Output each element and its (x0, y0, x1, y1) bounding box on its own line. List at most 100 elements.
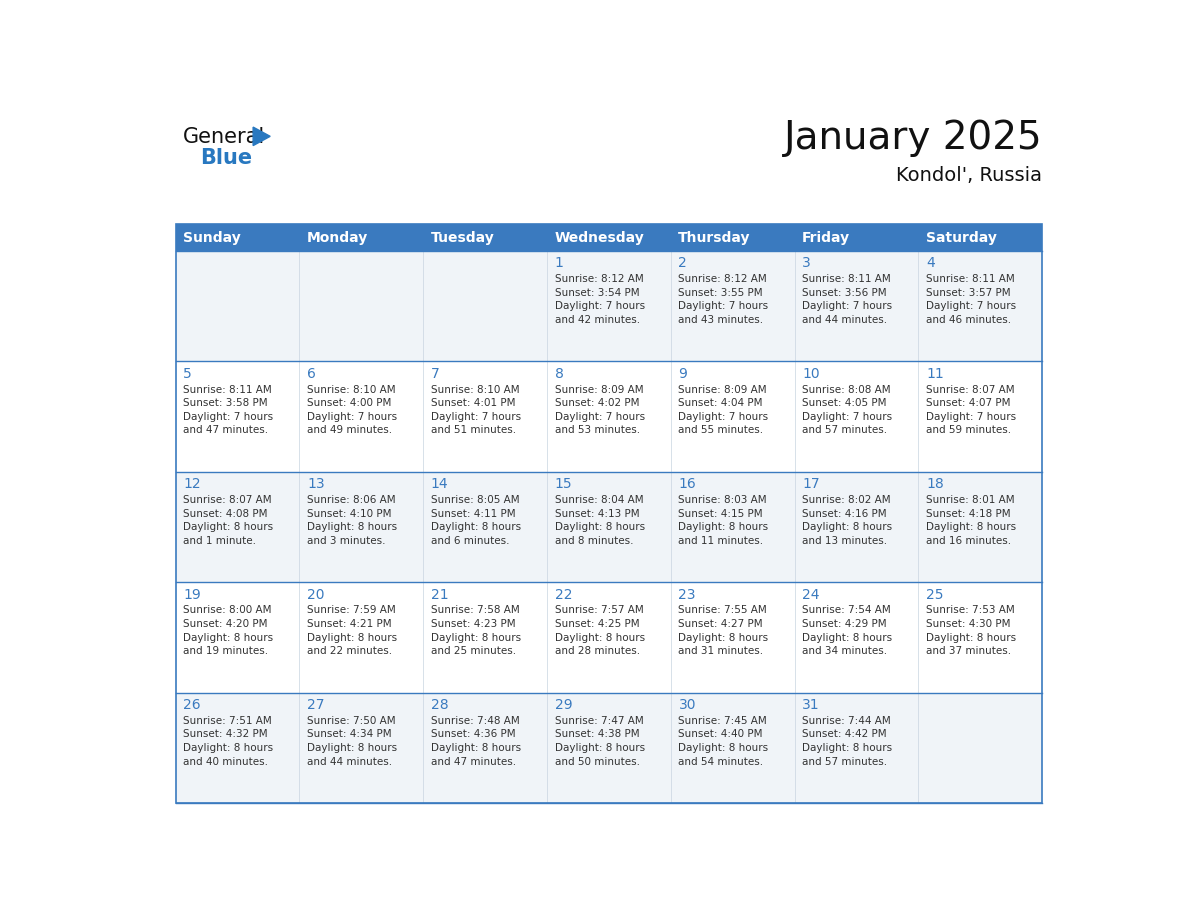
Bar (546, 693, 671, 803)
Text: 19: 19 (183, 588, 201, 601)
Bar (671, 582, 795, 693)
Bar (176, 251, 299, 362)
Text: Blue: Blue (201, 148, 253, 168)
Text: 2: 2 (678, 256, 687, 271)
Text: Saturday: Saturday (925, 230, 997, 244)
Text: Sunrise: 8:10 AM
Sunset: 4:01 PM
Daylight: 7 hours
and 51 minutes.: Sunrise: 8:10 AM Sunset: 4:01 PM Dayligh… (431, 385, 522, 435)
Text: Tuesday: Tuesday (430, 230, 494, 244)
Bar (546, 362, 671, 472)
Text: Sunrise: 8:08 AM
Sunset: 4:05 PM
Daylight: 7 hours
and 57 minutes.: Sunrise: 8:08 AM Sunset: 4:05 PM Dayligh… (802, 385, 892, 435)
Bar (423, 582, 546, 693)
Text: 29: 29 (555, 698, 573, 712)
Bar (918, 693, 1042, 803)
Bar (546, 582, 671, 693)
Text: Sunrise: 7:59 AM
Sunset: 4:21 PM
Daylight: 8 hours
and 22 minutes.: Sunrise: 7:59 AM Sunset: 4:21 PM Dayligh… (308, 606, 397, 656)
Bar (795, 224, 918, 251)
Bar (671, 362, 795, 472)
Text: 15: 15 (555, 477, 573, 491)
Text: Sunrise: 8:11 AM
Sunset: 3:57 PM
Daylight: 7 hours
and 46 minutes.: Sunrise: 8:11 AM Sunset: 3:57 PM Dayligh… (927, 274, 1016, 325)
Bar (299, 362, 423, 472)
Bar (176, 693, 299, 803)
Text: General: General (183, 127, 266, 147)
Text: 25: 25 (927, 588, 943, 601)
Text: Sunrise: 8:11 AM
Sunset: 3:58 PM
Daylight: 7 hours
and 47 minutes.: Sunrise: 8:11 AM Sunset: 3:58 PM Dayligh… (183, 385, 273, 435)
Text: Friday: Friday (802, 230, 851, 244)
Bar (918, 472, 1042, 582)
Text: Sunday: Sunday (183, 230, 241, 244)
Text: 8: 8 (555, 367, 563, 381)
Text: Sunrise: 8:04 AM
Sunset: 4:13 PM
Daylight: 8 hours
and 8 minutes.: Sunrise: 8:04 AM Sunset: 4:13 PM Dayligh… (555, 495, 645, 546)
Text: Sunrise: 8:03 AM
Sunset: 4:15 PM
Daylight: 8 hours
and 11 minutes.: Sunrise: 8:03 AM Sunset: 4:15 PM Dayligh… (678, 495, 769, 546)
Polygon shape (253, 127, 270, 146)
Text: Monday: Monday (307, 230, 368, 244)
Bar (671, 251, 795, 362)
Text: 9: 9 (678, 367, 688, 381)
Bar (795, 251, 918, 362)
Bar (423, 693, 546, 803)
Text: Sunrise: 7:44 AM
Sunset: 4:42 PM
Daylight: 8 hours
and 57 minutes.: Sunrise: 7:44 AM Sunset: 4:42 PM Dayligh… (802, 716, 892, 767)
Text: 28: 28 (431, 698, 449, 712)
Text: Sunrise: 8:12 AM
Sunset: 3:54 PM
Daylight: 7 hours
and 42 minutes.: Sunrise: 8:12 AM Sunset: 3:54 PM Dayligh… (555, 274, 645, 325)
Text: Wednesday: Wednesday (555, 230, 644, 244)
Bar (423, 224, 546, 251)
Text: Sunrise: 8:02 AM
Sunset: 4:16 PM
Daylight: 8 hours
and 13 minutes.: Sunrise: 8:02 AM Sunset: 4:16 PM Dayligh… (802, 495, 892, 546)
Text: 26: 26 (183, 698, 201, 712)
Bar (176, 472, 299, 582)
Text: 13: 13 (308, 477, 324, 491)
Text: Sunrise: 7:48 AM
Sunset: 4:36 PM
Daylight: 8 hours
and 47 minutes.: Sunrise: 7:48 AM Sunset: 4:36 PM Dayligh… (431, 716, 522, 767)
Text: Sunrise: 7:54 AM
Sunset: 4:29 PM
Daylight: 8 hours
and 34 minutes.: Sunrise: 7:54 AM Sunset: 4:29 PM Dayligh… (802, 606, 892, 656)
Bar (423, 472, 546, 582)
Text: 6: 6 (308, 367, 316, 381)
Text: January 2025: January 2025 (783, 119, 1042, 157)
Text: Sunrise: 7:55 AM
Sunset: 4:27 PM
Daylight: 8 hours
and 31 minutes.: Sunrise: 7:55 AM Sunset: 4:27 PM Dayligh… (678, 606, 769, 656)
Bar (423, 362, 546, 472)
Bar (918, 251, 1042, 362)
Text: 27: 27 (308, 698, 324, 712)
Bar (176, 224, 299, 251)
Text: 10: 10 (802, 367, 820, 381)
Text: Sunrise: 7:57 AM
Sunset: 4:25 PM
Daylight: 8 hours
and 28 minutes.: Sunrise: 7:57 AM Sunset: 4:25 PM Dayligh… (555, 606, 645, 656)
Text: 17: 17 (802, 477, 820, 491)
Text: 18: 18 (927, 477, 943, 491)
Bar (299, 472, 423, 582)
Bar (795, 472, 918, 582)
Bar (176, 224, 1042, 803)
Text: 24: 24 (802, 588, 820, 601)
Text: Sunrise: 8:07 AM
Sunset: 4:08 PM
Daylight: 8 hours
and 1 minute.: Sunrise: 8:07 AM Sunset: 4:08 PM Dayligh… (183, 495, 273, 546)
Text: 5: 5 (183, 367, 192, 381)
Bar (546, 472, 671, 582)
Bar (671, 224, 795, 251)
Text: Sunrise: 8:05 AM
Sunset: 4:11 PM
Daylight: 8 hours
and 6 minutes.: Sunrise: 8:05 AM Sunset: 4:11 PM Dayligh… (431, 495, 522, 546)
Text: Kondol', Russia: Kondol', Russia (896, 165, 1042, 185)
Text: Sunrise: 8:09 AM
Sunset: 4:04 PM
Daylight: 7 hours
and 55 minutes.: Sunrise: 8:09 AM Sunset: 4:04 PM Dayligh… (678, 385, 769, 435)
Text: 22: 22 (555, 588, 573, 601)
Bar (795, 582, 918, 693)
Bar (176, 362, 299, 472)
Text: Sunrise: 7:47 AM
Sunset: 4:38 PM
Daylight: 8 hours
and 50 minutes.: Sunrise: 7:47 AM Sunset: 4:38 PM Dayligh… (555, 716, 645, 767)
Text: 4: 4 (927, 256, 935, 271)
Bar (299, 693, 423, 803)
Bar (299, 251, 423, 362)
Text: Sunrise: 8:09 AM
Sunset: 4:02 PM
Daylight: 7 hours
and 53 minutes.: Sunrise: 8:09 AM Sunset: 4:02 PM Dayligh… (555, 385, 645, 435)
Text: Sunrise: 7:45 AM
Sunset: 4:40 PM
Daylight: 8 hours
and 54 minutes.: Sunrise: 7:45 AM Sunset: 4:40 PM Dayligh… (678, 716, 769, 767)
Bar (546, 251, 671, 362)
Text: Sunrise: 7:51 AM
Sunset: 4:32 PM
Daylight: 8 hours
and 40 minutes.: Sunrise: 7:51 AM Sunset: 4:32 PM Dayligh… (183, 716, 273, 767)
Text: 3: 3 (802, 256, 811, 271)
Text: 23: 23 (678, 588, 696, 601)
Bar (671, 472, 795, 582)
Text: 14: 14 (431, 477, 449, 491)
Text: 12: 12 (183, 477, 201, 491)
Text: 30: 30 (678, 698, 696, 712)
Text: Thursday: Thursday (678, 230, 751, 244)
Text: Sunrise: 8:10 AM
Sunset: 4:00 PM
Daylight: 7 hours
and 49 minutes.: Sunrise: 8:10 AM Sunset: 4:00 PM Dayligh… (308, 385, 397, 435)
Text: Sunrise: 8:01 AM
Sunset: 4:18 PM
Daylight: 8 hours
and 16 minutes.: Sunrise: 8:01 AM Sunset: 4:18 PM Dayligh… (927, 495, 1016, 546)
Bar (795, 693, 918, 803)
Text: 20: 20 (308, 588, 324, 601)
Text: Sunrise: 8:07 AM
Sunset: 4:07 PM
Daylight: 7 hours
and 59 minutes.: Sunrise: 8:07 AM Sunset: 4:07 PM Dayligh… (927, 385, 1016, 435)
Text: 21: 21 (431, 588, 449, 601)
Bar (299, 582, 423, 693)
Bar (918, 224, 1042, 251)
Bar (918, 582, 1042, 693)
Text: 7: 7 (431, 367, 440, 381)
Bar (299, 224, 423, 251)
